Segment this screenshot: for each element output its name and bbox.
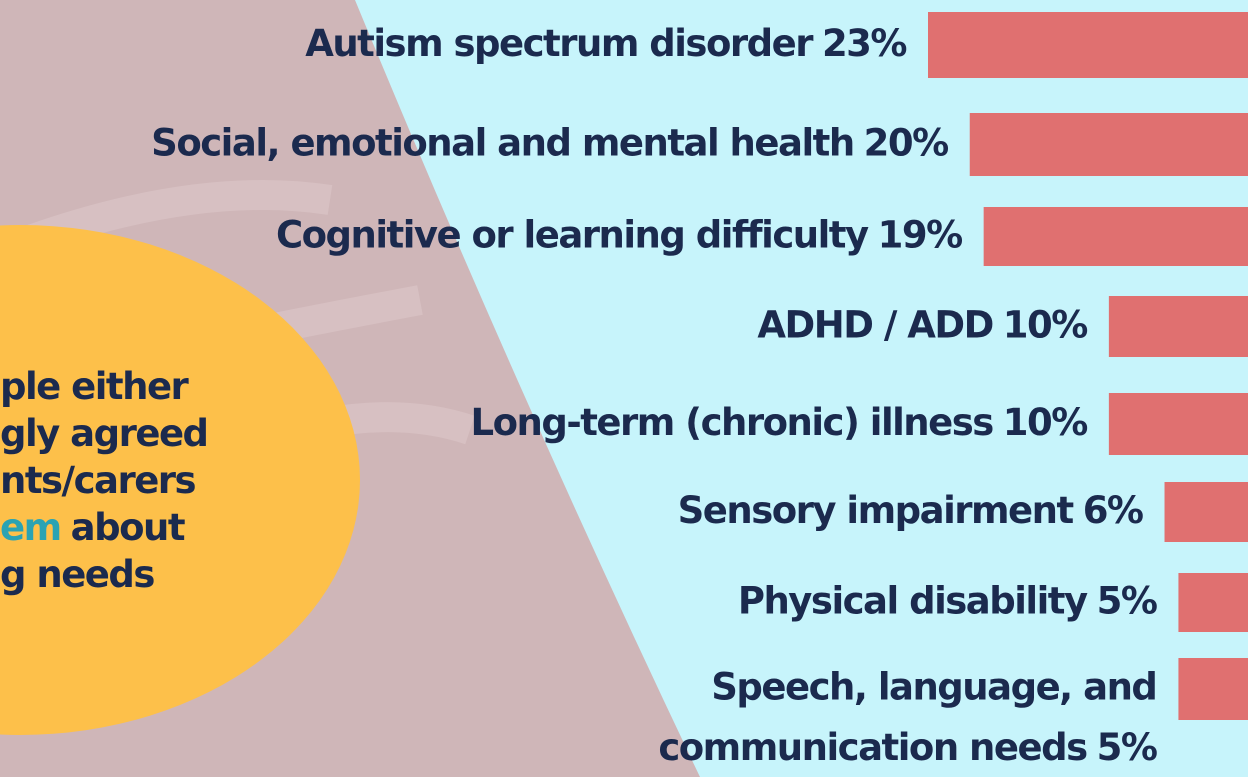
annotation-text: nts/carers [0, 459, 196, 502]
annotation-text: about [71, 506, 185, 549]
annotation-line: ple either [0, 365, 190, 408]
annotation-text: gly agreed [0, 412, 208, 455]
annotation-text: em [0, 506, 61, 549]
page: ple eithergly agreednts/carersemaboutg n… [0, 0, 1248, 777]
annotation-text: ple either [0, 365, 190, 408]
annotation-line: nts/carers [0, 459, 196, 502]
value-label: 5% [1097, 579, 1157, 622]
category-text: Cognitive or learning difficulty [276, 213, 869, 256]
category-text: Sensory impairment [678, 489, 1074, 532]
value-label: 10% [1003, 401, 1087, 444]
category-text: ADHD / ADD [757, 303, 992, 346]
category-text: Long-term (chronic) illness [471, 401, 994, 444]
category-label: Speech, language, and [711, 666, 1156, 709]
category-text: Physical disability [738, 579, 1088, 622]
category-text: communication needs [658, 726, 1087, 769]
value-label: 23% [822, 22, 906, 65]
chart: ple eithergly agreednts/carersemaboutg n… [0, 0, 1248, 777]
bar [984, 207, 1248, 266]
value-label: 19% [878, 213, 962, 256]
value-label: 10% [1003, 303, 1087, 346]
bar [1109, 393, 1248, 455]
value-label: 5% [1097, 726, 1157, 769]
bar [970, 113, 1248, 176]
category-text: Social, emotional and mental health [151, 121, 854, 164]
value-label: 6% [1083, 489, 1143, 532]
bar [928, 12, 1248, 78]
bar [1109, 296, 1248, 357]
bar [1178, 658, 1248, 720]
annotation-line: g needs [0, 553, 154, 596]
bar [1165, 482, 1248, 542]
value-label: 20% [864, 121, 948, 164]
annotation-text: g needs [0, 553, 154, 596]
category-text: Autism spectrum disorder [305, 22, 814, 65]
bar [1178, 573, 1248, 632]
annotation-line: gly agreed [0, 412, 208, 455]
category-label: ADHD / ADD 10% [757, 303, 1087, 346]
